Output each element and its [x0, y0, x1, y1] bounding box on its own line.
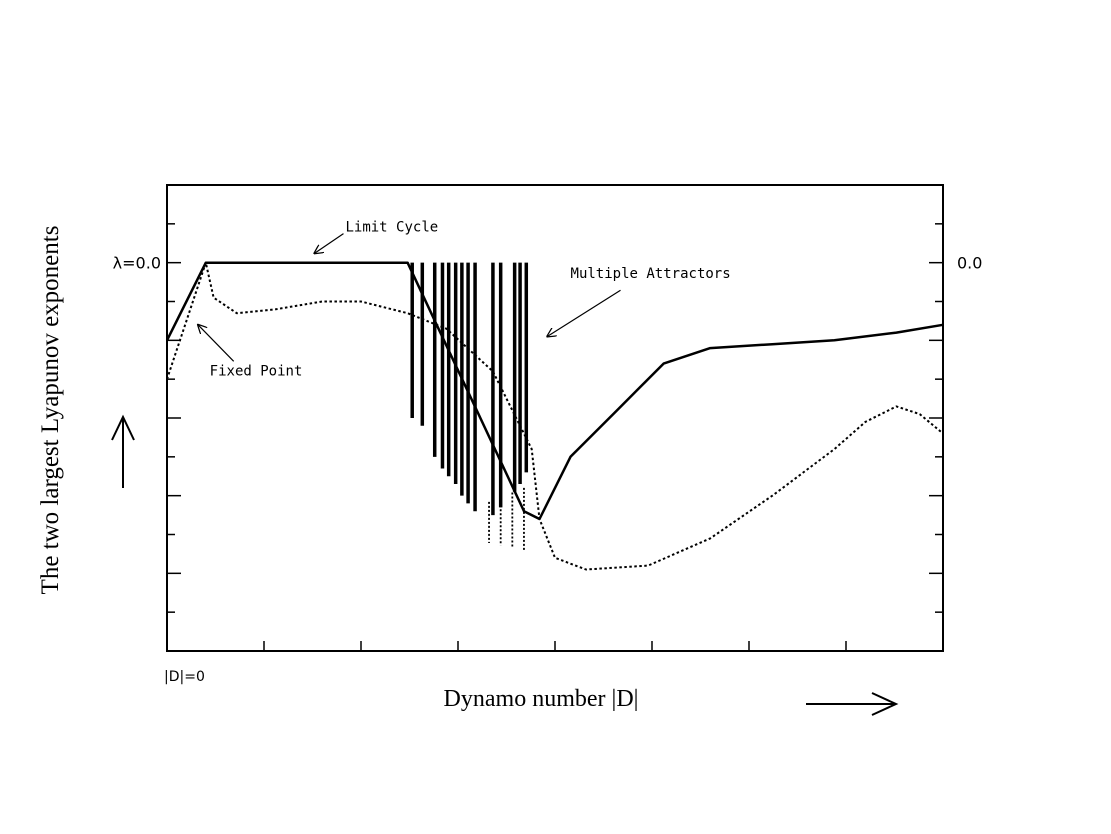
- y-direction-arrow-icon: [111, 414, 135, 488]
- plot-frame: [166, 184, 944, 652]
- axis-ticks: [167, 223, 943, 651]
- fixed-point-annotation: Fixed Point: [210, 363, 303, 379]
- annotation-arrow-icon: [547, 289, 621, 336]
- series-line-solid: [165, 261, 944, 521]
- y-zero-label-right: 0.0: [957, 254, 982, 273]
- y-axis-title: The two largest Lyapunov exponents: [37, 226, 64, 595]
- x-axis-title: Dynamo number |D|: [444, 686, 639, 712]
- annotation-arrow-icon: [198, 325, 235, 362]
- series-line-dotted: [166, 261, 944, 571]
- x-direction-arrow-icon: [806, 692, 899, 716]
- annotations: Limit Cycle Multiple Attractors Fixed Poin…: [198, 220, 731, 379]
- y-zero-label-left: λ=0.0: [113, 254, 161, 273]
- limit-cycle-annotation: Limit Cycle: [345, 220, 438, 236]
- x-origin-label: |D|=0: [164, 669, 205, 685]
- series-layer: [165, 261, 944, 571]
- annotation-arrow-icon: [314, 233, 344, 254]
- multiple-attractors-annotation: Multiple Attractors: [571, 266, 731, 282]
